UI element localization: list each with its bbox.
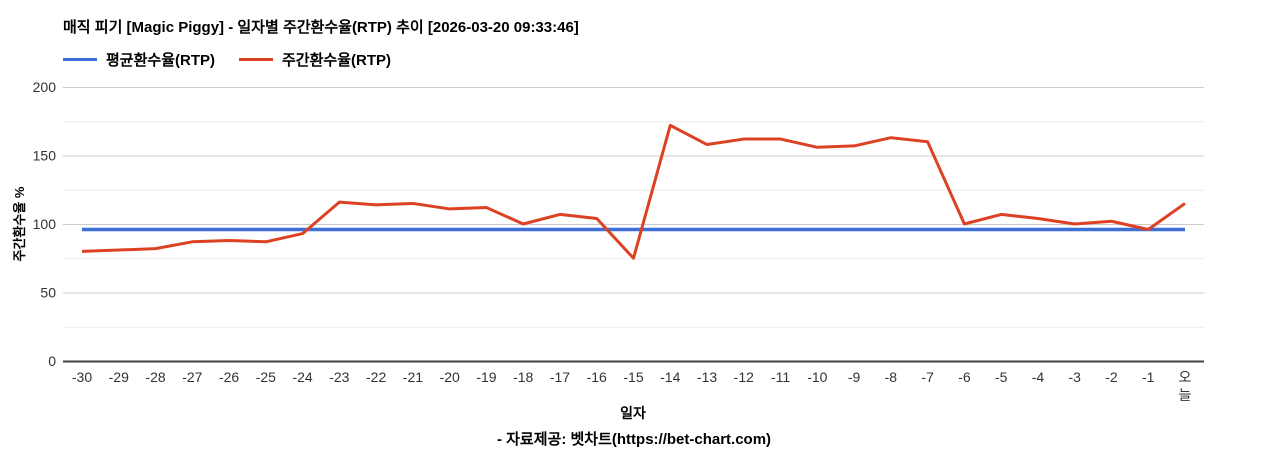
- x-tick-label: -30: [72, 369, 92, 385]
- x-tick-label: -26: [219, 369, 239, 385]
- weekly-rtp-line: [81, 123, 1186, 260]
- x-tick-label: -14: [660, 369, 680, 385]
- x-tick-label: -6: [958, 369, 971, 385]
- x-tick-label: -20: [440, 369, 460, 385]
- x-tick-label: -1: [1142, 369, 1155, 385]
- x-tick-label: -25: [256, 369, 276, 385]
- legend: 평균환수율(RTP) 주간환수율(RTP): [63, 49, 391, 70]
- x-tick-label: -27: [182, 369, 202, 385]
- x-tick-label: -10: [807, 369, 827, 385]
- x-tick-label: -19: [476, 369, 496, 385]
- x-tick-label: -4: [1032, 369, 1045, 385]
- x-tick-label: -24: [292, 369, 312, 385]
- x-tick-label: -22: [366, 369, 386, 385]
- y-tick-label: 200: [33, 79, 57, 95]
- y-tick-label: 0: [48, 353, 56, 369]
- x-tick-label: -12: [734, 369, 754, 385]
- weekly-rtp-line-swatch: [239, 58, 273, 61]
- y-axis-title: 주간환수율 %: [12, 186, 27, 262]
- x-tick-label: -28: [145, 369, 165, 385]
- x-tick-label: -16: [587, 369, 607, 385]
- y-tick-label: 100: [33, 216, 57, 232]
- x-tick-label: 오: [1179, 369, 1192, 385]
- legend-label-average-rtp: 평균환수율(RTP): [106, 52, 215, 69]
- y-tick-label: 150: [33, 148, 57, 164]
- legend-item-weekly-rtp: 주간환수율(RTP): [239, 49, 391, 70]
- legend-label-weekly-rtp: 주간환수율(RTP): [282, 52, 391, 69]
- x-tick-label: -18: [513, 369, 533, 385]
- legend-item-average-rtp: 평균환수율(RTP): [63, 49, 215, 70]
- x-tick-label: -17: [550, 369, 570, 385]
- y-tick-label: 50: [40, 285, 56, 301]
- source-credit: - 자료제공: 벳차트(https://bet-chart.com): [496, 431, 772, 448]
- x-tick-label: -5: [995, 369, 1008, 385]
- x-tick-label: 늘: [1179, 387, 1192, 403]
- x-axis-title: 일자: [620, 405, 646, 421]
- x-tick-label: -29: [109, 369, 129, 385]
- x-tick-label: -23: [329, 369, 349, 385]
- x-tick-label: -11: [771, 369, 790, 385]
- x-tick-label: -3: [1068, 369, 1081, 385]
- x-tick-label: -9: [848, 369, 861, 385]
- chart-title: 매직 피기 [Magic Piggy] - 일자별 주간환수율(RTP) 추이 …: [63, 19, 579, 36]
- x-tick-label: -21: [403, 369, 423, 385]
- x-tick-label: -2: [1105, 369, 1118, 385]
- x-tick-label: -8: [885, 369, 898, 385]
- x-tick-label: -13: [697, 369, 717, 385]
- x-tick-label: -7: [921, 369, 934, 385]
- average-rtp-line-swatch: [63, 58, 97, 61]
- x-tick-label: -15: [623, 369, 643, 385]
